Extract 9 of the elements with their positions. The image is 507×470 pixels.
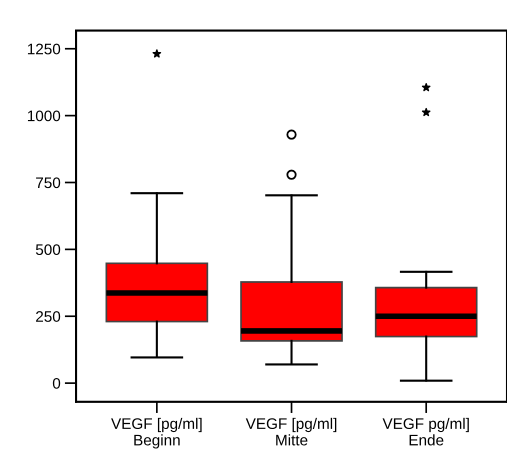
x-tick-label: VEGF pg/ml] Ende <box>382 418 469 446</box>
x-tick-label: VEGF [pg/ml] Mitte <box>246 418 336 446</box>
y-tick-label: 1000 <box>28 110 60 122</box>
y-tick-label: 1250 <box>28 44 60 54</box>
x-tick-label: VEGF [pg/ml] Beginn <box>111 418 202 449</box>
y-tick-label: 500 <box>36 244 60 256</box>
y-tick-label: 250 <box>36 311 60 322</box>
y-tick-label: 0 <box>52 378 60 389</box>
y-tick-label: 750 <box>36 177 60 188</box>
